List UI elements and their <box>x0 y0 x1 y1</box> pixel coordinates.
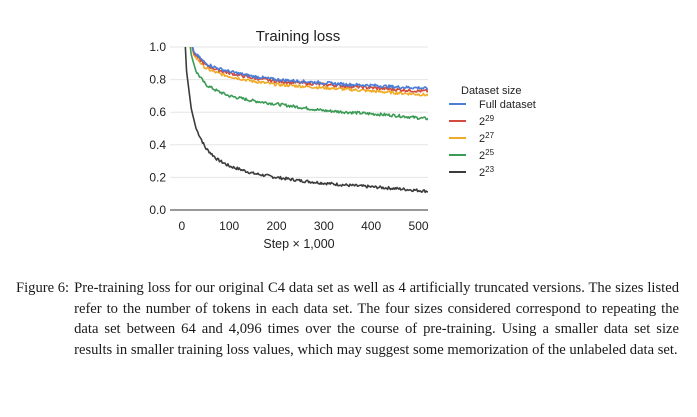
y-tick-label: 0.2 <box>149 170 166 184</box>
x-tick-label: 0 <box>178 219 185 233</box>
gridlines <box>170 46 428 211</box>
x-tick-label: 100 <box>219 219 239 233</box>
legend-label: 223 <box>479 165 495 179</box>
legend-items: Full dataset 229 227 225 223 <box>449 99 536 179</box>
series-line-2-25 <box>189 47 428 121</box>
caption-text: Pre-training loss for our original C4 da… <box>74 280 679 358</box>
x-tick-label: 400 <box>361 219 381 233</box>
series-line-2-29 <box>191 47 428 93</box>
training-loss-chart: Training loss 0.0 0.2 0.4 0.6 0.8 1.0 0 100 200… <box>149 28 536 251</box>
x-tick-label: 300 <box>314 219 334 233</box>
chart-title: Training loss <box>256 28 340 45</box>
legend-title: Dataset size <box>461 85 522 97</box>
y-tick-label: 1.0 <box>149 40 166 54</box>
series-line-2-23 <box>184 47 428 194</box>
legend-label: 229 <box>479 114 495 128</box>
x-axis-label: Step × 1,000 <box>263 237 334 251</box>
y-axis-ticks: 0.0 0.2 0.4 0.6 0.8 1.0 <box>149 40 166 217</box>
legend-label: 225 <box>479 148 495 162</box>
y-tick-label: 0.6 <box>149 105 166 119</box>
y-tick-label: 0.4 <box>149 138 166 152</box>
series-lines <box>184 47 428 194</box>
y-tick-label: 0.0 <box>149 203 166 217</box>
series-line-2-27 <box>191 47 428 97</box>
x-tick-label: 200 <box>266 219 286 233</box>
caption-label: Figure 6: <box>16 280 70 296</box>
legend: Dataset size Full dataset 229 227 225 223 <box>449 85 536 179</box>
legend-label: Full dataset <box>479 99 536 111</box>
x-axis-ticks: 0 100 200 300 400 500 <box>178 219 428 233</box>
y-tick-label: 0.8 <box>149 73 166 87</box>
series-line-full-dataset <box>191 47 428 91</box>
x-tick-label: 500 <box>409 219 429 233</box>
legend-label: 227 <box>479 131 495 145</box>
figure-caption: Figure 6: Pre-training loss for our orig… <box>16 278 679 360</box>
training-loss-figure: Training loss 0.0 0.2 0.4 0.6 0.8 1.0 0 100 200… <box>149 28 536 251</box>
